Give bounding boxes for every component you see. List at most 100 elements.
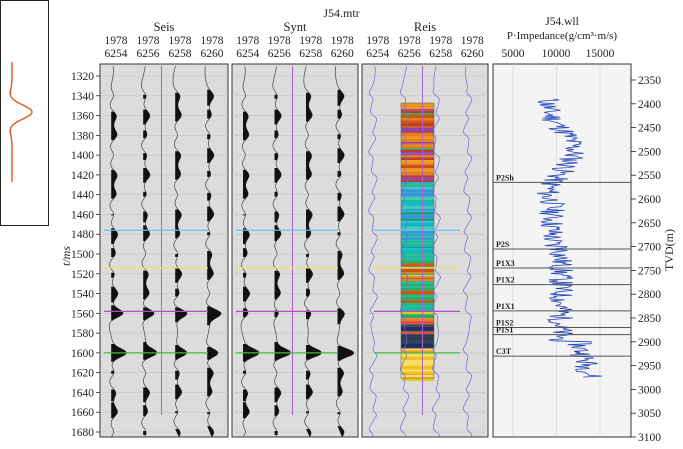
reflectivity-band: [401, 206, 434, 210]
reflectivity-band: [401, 209, 434, 211]
trace-wiggle: [368, 66, 378, 437]
reflectivity-band: [401, 272, 434, 274]
reflectivity-band: [401, 367, 434, 370]
reflectivity-band: [401, 237, 434, 241]
trace-header-2-3: 1978 6258: [295, 35, 327, 61]
depth-tick-label: 3000: [638, 384, 661, 396]
well-horizon-label: P1X3: [496, 259, 515, 268]
time-tick-label: 1560: [71, 308, 94, 320]
reflectivity-band: [401, 215, 434, 219]
reflectivity-band: [401, 348, 434, 351]
time-tick-label: 1540: [71, 289, 94, 301]
reflectivity-band: [401, 347, 434, 349]
depth-tick-label: 2600: [638, 194, 661, 206]
trace-fill: [306, 92, 322, 437]
reflectivity-band: [401, 264, 434, 267]
trace-cdp-number: 6254: [236, 48, 260, 60]
reflectivity-band: [401, 221, 434, 223]
depth-tick-label: 3100: [638, 432, 661, 444]
panel-title-reis: Reis: [413, 20, 437, 34]
trace-wiggle: [431, 66, 441, 437]
reflectivity-band: [401, 157, 434, 161]
reflectivity-band: [401, 222, 434, 227]
trace-cdp-number: 6256: [136, 48, 160, 60]
trace-fill: [143, 94, 157, 436]
reflectivity-band: [401, 204, 434, 206]
reflectivity-band: [401, 143, 434, 146]
reflectivity-band: [401, 275, 434, 277]
depth-tick-label: 2550: [638, 170, 661, 182]
reflectivity-band: [401, 365, 434, 368]
seismic-traces: [108, 66, 473, 438]
reflectivity-band: [401, 340, 434, 342]
reflectivity-band: [401, 218, 434, 222]
time-tick-label: 1660: [71, 407, 94, 419]
well-title: J54.wll: [545, 16, 579, 28]
reflectivity-color-column: [400, 102, 435, 381]
reflectivity-band: [401, 254, 434, 256]
reflectivity-band: [401, 113, 434, 116]
trace-header-3-2: 1978 6256: [394, 35, 426, 61]
reflectivity-band: [401, 210, 434, 212]
reflectivity-band: [401, 337, 434, 340]
trace-fill: [337, 89, 354, 437]
reflectivity-band: [401, 167, 434, 169]
reflectivity-band: [401, 350, 434, 352]
reflectivity-band: [401, 246, 434, 249]
trace-line-number: 1978: [429, 35, 453, 47]
trace-fill: [111, 111, 127, 419]
wavelet-panel: J54.mtr: [0, 0, 360, 226]
trace-line-number: 1978: [460, 35, 484, 47]
reflectivity-band: [401, 273, 434, 275]
reflectivity-band: [401, 243, 434, 247]
reflectivity-band: [401, 126, 434, 128]
trace-line-number: 1978: [330, 35, 354, 47]
reflectivity-band: [401, 321, 434, 325]
depth-tick-label: 2700: [638, 242, 661, 254]
reflectivity-band: [401, 155, 434, 158]
reflectivity-band: [401, 377, 434, 381]
trace-fill: [207, 89, 222, 437]
reflectivity-band: [401, 189, 434, 193]
trace-cdp-number: 6256: [267, 48, 291, 60]
reflectivity-band: [401, 294, 434, 297]
reflectivity-band: [401, 214, 434, 216]
time-tick-label: 1480: [71, 229, 94, 241]
trace-header-2-2: 1978 6256: [264, 35, 296, 61]
trace-header-3-4: 1978 6260: [457, 35, 489, 61]
time-tick-label: 1360: [71, 111, 94, 123]
depth-tick-label: 2750: [638, 265, 661, 277]
reflectivity-band: [401, 277, 434, 279]
well-horizon-label: C3T: [496, 347, 512, 356]
reflectivity-band: [401, 211, 434, 215]
time-tick-label: 1680: [71, 427, 94, 439]
time-tick-label: 1640: [71, 387, 94, 399]
reflectivity-band: [401, 168, 434, 172]
reflectivity-band: [401, 343, 434, 348]
reflectivity-band: [401, 362, 434, 366]
seis-panel: [99, 63, 229, 438]
reflectivity-band: [401, 226, 434, 228]
reflectivity-band: [401, 132, 434, 137]
trace-cdp-number: 6260: [330, 48, 354, 60]
depth-tick-label: 2450: [638, 123, 661, 135]
reflectivity-band: [401, 103, 434, 106]
reflectivity-band: [401, 248, 434, 250]
reflectivity-band: [401, 196, 434, 200]
trace-line-number: 1978: [236, 35, 260, 47]
reflectivity-band: [401, 131, 434, 133]
trace-cdp-number: 6256: [397, 48, 421, 60]
impedance-tick-10000: 10000: [541, 48, 571, 60]
reflectivity-band: [401, 303, 434, 307]
reflectivity-band: [401, 150, 434, 153]
reflectivity-band: [401, 334, 434, 338]
reflectivity-band: [401, 106, 434, 110]
trace-wiggle: [141, 66, 158, 438]
depth-tick-label: 3050: [638, 408, 661, 420]
impedance-tick-15000: 15000: [585, 48, 615, 60]
trace-cdp-number: 6260: [200, 48, 224, 60]
trace-wiggle: [399, 66, 410, 437]
time-tick-label: 1580: [71, 328, 94, 340]
